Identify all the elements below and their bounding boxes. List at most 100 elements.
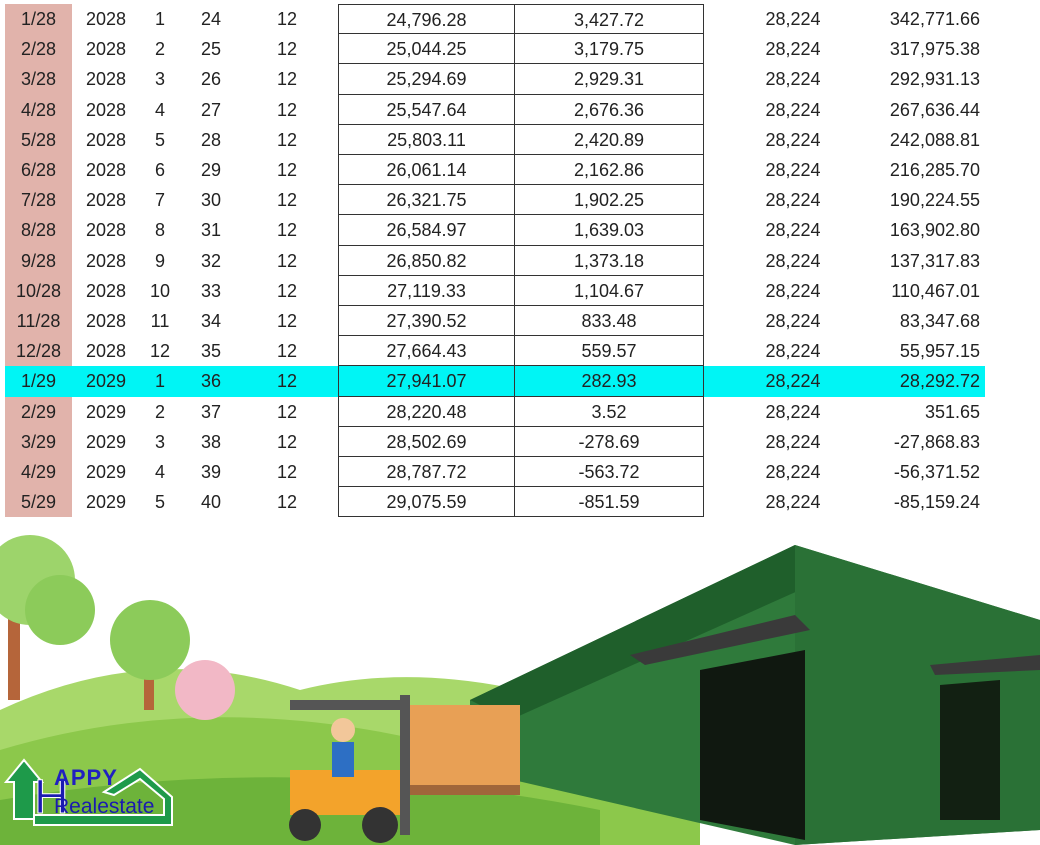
balance-cell: -56,371.52 xyxy=(893,462,980,482)
tree-left xyxy=(0,535,95,700)
table-row: 1/29 2029 1 36 12 27,941.07 282.93 28,224 28,292… xyxy=(0,366,1040,397)
period-cell: 27 xyxy=(200,99,222,120)
forklift-icon xyxy=(289,695,520,843)
table-row: 11/28 2028 11 34 12 27,390.52 833.48 28,224 83,3… xyxy=(0,306,1040,337)
principal-cell: 25,044.25 xyxy=(338,34,515,65)
table-row: 3/28 2028 3 26 12 25,294.69 2,929.31 28,224 292,… xyxy=(0,64,1040,95)
period-cell: 31 xyxy=(200,220,222,241)
months-cell: 12 xyxy=(276,492,298,513)
table-row: 1/28 2028 1 24 12 24,796.28 3,427.72 28,224 342,… xyxy=(0,4,1040,35)
table-row: 5/29 2029 5 40 12 29,075.59 -851.59 28,224 -85,1… xyxy=(0,487,1040,518)
months-cell: 12 xyxy=(276,462,298,482)
month-cell: 9 xyxy=(154,250,165,271)
principal-cell: 26,584.97 xyxy=(338,215,515,246)
principal-cell: 26,321.75 xyxy=(338,185,515,216)
payment-cell: 28,224 xyxy=(765,9,821,29)
date-cell: 11/28 xyxy=(5,306,72,337)
date-cell: 10/28 xyxy=(5,275,72,306)
payment-cell: 28,224 xyxy=(765,492,821,513)
months-cell: 12 xyxy=(276,69,298,90)
months-cell: 12 xyxy=(276,190,298,211)
table-row: 2/28 2028 2 25 12 25,044.25 3,179.75 28,224 317,… xyxy=(0,34,1040,65)
period-cell: 39 xyxy=(200,462,222,482)
payment-cell: 28,224 xyxy=(765,401,821,422)
month-cell: 12 xyxy=(149,341,171,362)
year-cell: 2028 xyxy=(85,220,127,241)
principal-cell: 29,075.59 xyxy=(338,487,515,518)
interest-cell: 2,929.31 xyxy=(514,64,704,95)
principal-cell: 25,547.64 xyxy=(338,94,515,125)
interest-cell: 2,676.36 xyxy=(514,94,704,125)
year-cell: 2028 xyxy=(85,69,127,90)
balance-cell: 351.65 xyxy=(924,401,980,422)
balance-cell: 55,957.15 xyxy=(899,341,980,362)
year-cell: 2029 xyxy=(85,371,127,392)
happy-realestate-logo: H APPY Realestate xyxy=(4,757,176,827)
months-cell: 12 xyxy=(276,341,298,362)
period-cell: 30 xyxy=(200,190,222,211)
interest-cell: -278.69 xyxy=(514,426,704,457)
balance-cell: 267,636.44 xyxy=(889,99,980,120)
month-cell: 5 xyxy=(154,492,165,513)
date-cell: 1/29 xyxy=(5,366,72,397)
balance-cell: -27,868.83 xyxy=(893,431,980,452)
date-cell: 4/29 xyxy=(5,457,72,488)
month-cell: 1 xyxy=(154,371,165,392)
interest-cell: 3,179.75 xyxy=(514,34,704,65)
interest-cell: 282.93 xyxy=(514,366,704,397)
table-row: 9/28 2028 9 32 12 26,850.82 1,373.18 28,224 137,… xyxy=(0,245,1040,276)
balance-cell: 110,467.01 xyxy=(891,280,980,301)
months-cell: 12 xyxy=(276,280,298,301)
months-cell: 12 xyxy=(276,401,298,422)
month-cell: 8 xyxy=(154,220,165,241)
interest-cell: 833.48 xyxy=(514,306,704,337)
interest-cell: 1,373.18 xyxy=(514,245,704,276)
principal-cell: 25,803.11 xyxy=(338,124,515,155)
balance-cell: 342,771.66 xyxy=(889,9,980,29)
date-cell: 7/28 xyxy=(5,185,72,216)
period-cell: 32 xyxy=(200,250,222,271)
payment-cell: 28,224 xyxy=(765,69,821,90)
principal-cell: 24,796.28 xyxy=(338,4,515,35)
balance-cell: 216,285.70 xyxy=(889,160,980,180)
principal-cell: 28,787.72 xyxy=(338,457,515,488)
year-cell: 2028 xyxy=(85,280,127,301)
interest-cell: 2,420.89 xyxy=(514,124,704,155)
principal-cell: 26,850.82 xyxy=(338,245,515,276)
payment-cell: 28,224 xyxy=(765,220,821,241)
interest-cell: 1,902.25 xyxy=(514,185,704,216)
period-cell: 28 xyxy=(200,129,222,150)
interest-cell: -851.59 xyxy=(514,487,704,518)
logo-h-letter: H xyxy=(34,771,69,824)
period-cell: 26 xyxy=(200,69,222,90)
month-cell: 3 xyxy=(154,69,165,90)
payment-cell: 28,224 xyxy=(765,160,821,180)
period-cell: 38 xyxy=(200,431,222,452)
month-cell: 7 xyxy=(154,190,165,211)
month-cell: 6 xyxy=(154,160,165,180)
pink-bush xyxy=(175,660,235,720)
period-cell: 33 xyxy=(200,280,222,301)
date-cell: 1/28 xyxy=(5,4,72,35)
months-cell: 12 xyxy=(276,129,298,150)
year-cell: 2029 xyxy=(85,401,127,422)
interest-cell: 2,162.86 xyxy=(514,155,704,186)
table-row: 4/28 2028 4 27 12 25,547.64 2,676.36 28,224 267,… xyxy=(0,94,1040,125)
date-cell: 2/28 xyxy=(5,34,72,65)
year-cell: 2028 xyxy=(85,129,127,150)
month-cell: 1 xyxy=(154,9,165,29)
balance-cell: 163,902.80 xyxy=(889,220,980,241)
month-cell: 4 xyxy=(154,462,165,482)
interest-cell: 559.57 xyxy=(514,336,704,367)
table-row: 5/28 2028 5 28 12 25,803.11 2,420.89 28,224 242,… xyxy=(0,124,1040,155)
year-cell: 2028 xyxy=(85,9,127,29)
payment-cell: 28,224 xyxy=(765,371,821,392)
table-row: 4/29 2029 4 39 12 28,787.72 -563.72 28,224 -56,3… xyxy=(0,457,1040,488)
month-cell: 3 xyxy=(154,431,165,452)
year-cell: 2028 xyxy=(85,99,127,120)
balance-cell: 292,931.13 xyxy=(889,69,980,90)
year-cell: 2028 xyxy=(85,341,127,362)
period-cell: 34 xyxy=(200,311,222,331)
month-cell: 5 xyxy=(154,129,165,150)
principal-cell: 28,220.48 xyxy=(338,396,515,427)
